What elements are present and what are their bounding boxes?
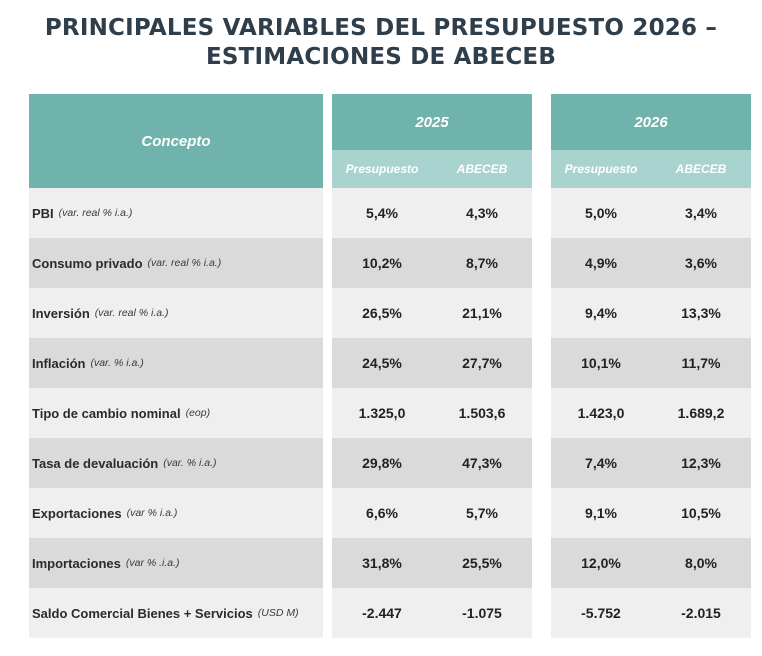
table-row: Inflación (var. % i.a.) [29, 338, 323, 388]
value-abeceb: 13,3% [681, 305, 721, 321]
table-row: 5,0% 3,4% [551, 188, 751, 238]
table-row: Tasa de devaluación (var. % i.a.) [29, 438, 323, 488]
value-presupuesto: 9,1% [585, 505, 617, 521]
row-note: (var % i.a.) [126, 507, 178, 519]
row-note: (var. % i.a.) [163, 457, 217, 469]
row-note: (var. real % i.a.) [58, 207, 133, 219]
subheader-abeceb: ABECEB [456, 162, 508, 176]
table-row: 26,5% 21,1% [332, 288, 532, 338]
row-label: Saldo Comercial Bienes + Servicios [32, 605, 253, 621]
value-abeceb: 1.503,6 [458, 405, 506, 421]
value-presupuesto: -2.447 [362, 605, 402, 621]
value-presupuesto: 1.423,0 [577, 405, 625, 421]
table-row: 6,6% 5,7% [332, 488, 532, 538]
value-abeceb: 27,7% [462, 355, 502, 371]
value-abeceb: -1.075 [462, 605, 502, 621]
row-label: Inflación [32, 355, 86, 371]
table-row: Consumo privado (var. real % i.a.) [29, 238, 323, 288]
value-abeceb: 8,7% [466, 255, 498, 271]
table-row: 10,2% 8,7% [332, 238, 532, 288]
table-row: 9,4% 13,3% [551, 288, 751, 338]
value-abeceb: 21,1% [462, 305, 502, 321]
value-abeceb: 8,0% [685, 555, 717, 571]
value-abeceb: 4,3% [466, 205, 498, 221]
table-row: Saldo Comercial Bienes + Servicios (USD M… [29, 588, 323, 638]
value-presupuesto: 10,1% [581, 355, 621, 371]
table-row: -2.447 -1.075 [332, 588, 532, 638]
table-row: 1.325,0 1.503,6 [332, 388, 532, 438]
value-presupuesto: 1.325,0 [358, 405, 406, 421]
table-row: 1.423,0 1.689,2 [551, 388, 751, 438]
value-abeceb: 3,6% [685, 255, 717, 271]
value-presupuesto: 29,8% [362, 455, 402, 471]
row-label: Exportaciones [32, 505, 122, 521]
table-row: 9,1% 10,5% [551, 488, 751, 538]
row-label: PBI [32, 205, 54, 221]
subheader-abeceb: ABECEB [675, 162, 727, 176]
table-row: 10,1% 11,7% [551, 338, 751, 388]
row-label: Tasa de devaluación [32, 455, 159, 471]
subheader-2025: Presupuesto ABECEB [332, 150, 532, 188]
row-label: Inversión [32, 305, 90, 321]
value-presupuesto: 5,4% [366, 205, 398, 221]
row-note: (var. real % i.a.) [147, 257, 222, 269]
title-line-2: ESTIMACIONES DE ABECEB [205, 44, 557, 70]
row-note: (var. real % i.a.) [94, 307, 169, 319]
row-note: (USD M) [257, 607, 299, 619]
year-2026-header: 2026 [551, 94, 751, 150]
value-presupuesto: 26,5% [362, 305, 402, 321]
value-presupuesto: 7,4% [585, 455, 617, 471]
value-presupuesto: 6,6% [366, 505, 398, 521]
value-abeceb: 1.689,2 [677, 405, 725, 421]
value-presupuesto: 24,5% [362, 355, 402, 371]
value-presupuesto: 31,8% [362, 555, 402, 571]
table-row: 12,0% 8,0% [551, 538, 751, 588]
year-2025-block: 2025 Presupuesto ABECEB 5,4% 4,3% 10,2% 8,… [332, 94, 532, 638]
subheader-presupuesto: Presupuesto [345, 162, 419, 176]
value-abeceb: 12,3% [681, 455, 721, 471]
value-presupuesto: 9,4% [585, 305, 617, 321]
value-abeceb: -2.015 [681, 605, 721, 621]
title-line-1: PRINCIPALES VARIABLES DEL PRESUPUESTO 20… [44, 15, 718, 41]
table-row: Importaciones (var % .i.a.) [29, 538, 323, 588]
value-abeceb: 10,5% [681, 505, 721, 521]
table-row: 4,9% 3,6% [551, 238, 751, 288]
table-row: Tipo de cambio nominal (eop) [29, 388, 323, 438]
row-label: Importaciones [32, 555, 121, 571]
subheader-2026: Presupuesto ABECEB [551, 150, 751, 188]
row-note: (var % .i.a.) [125, 557, 180, 569]
year-2026-block: 2026 Presupuesto ABECEB 5,0% 3,4% 4,9% 3,6… [551, 94, 751, 638]
table-row: 7,4% 12,3% [551, 438, 751, 488]
year-2025-header: 2025 [332, 94, 532, 150]
table-row: 29,8% 47,3% [332, 438, 532, 488]
row-note: (var. % i.a.) [90, 357, 144, 369]
subheader-presupuesto: Presupuesto [564, 162, 638, 176]
table-row: 24,5% 27,7% [332, 338, 532, 388]
table-row: 5,4% 4,3% [332, 188, 532, 238]
row-note: (eop) [185, 407, 211, 419]
row-label: Consumo privado [32, 255, 143, 271]
value-abeceb: 3,4% [685, 205, 717, 221]
page-title: PRINCIPALES VARIABLES DEL PRESUPUESTO 20… [0, 14, 762, 72]
value-abeceb: 47,3% [462, 455, 502, 471]
table-row: Inversión (var. real % i.a.) [29, 288, 323, 338]
value-presupuesto: 12,0% [581, 555, 621, 571]
value-abeceb: 25,5% [462, 555, 502, 571]
table-row: -5.752 -2.015 [551, 588, 751, 638]
table-row: 31,8% 25,5% [332, 538, 532, 588]
table-row: Exportaciones (var % i.a.) [29, 488, 323, 538]
concept-column: Concepto PBI (var. real % i.a.) Consumo p… [29, 94, 323, 638]
value-abeceb: 11,7% [681, 355, 721, 371]
row-label: Tipo de cambio nominal [32, 405, 181, 421]
concept-header: Concepto [29, 94, 323, 188]
table-row: PBI (var. real % i.a.) [29, 188, 323, 238]
value-presupuesto: 4,9% [585, 255, 617, 271]
value-presupuesto: 10,2% [362, 255, 402, 271]
value-abeceb: 5,7% [466, 505, 498, 521]
value-presupuesto: -5.752 [581, 605, 621, 621]
value-presupuesto: 5,0% [585, 205, 617, 221]
